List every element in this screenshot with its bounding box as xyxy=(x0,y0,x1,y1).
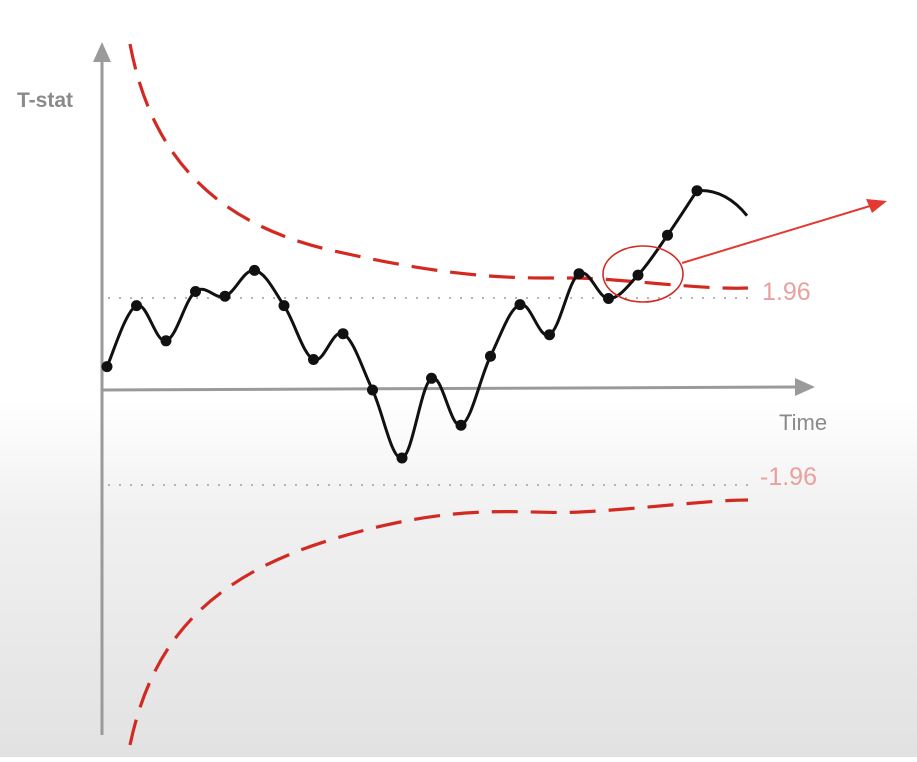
data-point-10 xyxy=(396,452,408,464)
upper-significance-boundary xyxy=(128,43,749,290)
data-point-11 xyxy=(426,372,437,384)
upper-threshold-label: 1.96 xyxy=(762,278,811,306)
crossing-highlight-circle xyxy=(602,245,684,303)
data-point-4 xyxy=(219,290,231,302)
data-point-17 xyxy=(603,293,614,304)
x-axis-arrowhead xyxy=(795,378,815,396)
data-point-9 xyxy=(367,384,378,396)
lower-threshold-label: -1.96 xyxy=(760,463,817,491)
data-point-13 xyxy=(485,350,496,362)
data-point-14 xyxy=(514,299,526,311)
lower-significance-boundary xyxy=(128,498,749,746)
data-point-8 xyxy=(337,328,349,340)
tstat-series-line xyxy=(105,189,749,460)
data-point-19 xyxy=(662,229,673,241)
data-point-5 xyxy=(249,264,260,276)
data-point-20 xyxy=(691,185,703,197)
x-axis-label: Time xyxy=(779,410,827,435)
data-point-12 xyxy=(455,419,467,431)
crossing-arrow-shaft xyxy=(681,205,871,264)
data-point-0 xyxy=(101,361,113,373)
data-point-18 xyxy=(632,269,644,281)
data-point-7 xyxy=(308,354,319,365)
y-axis-label: T-stat xyxy=(17,89,73,112)
x-axis xyxy=(101,385,799,392)
data-point-1 xyxy=(131,300,142,312)
data-point-3 xyxy=(190,286,201,297)
data-point-6 xyxy=(278,300,290,312)
data-point-15 xyxy=(544,329,555,341)
y-axis-arrowhead xyxy=(93,42,111,62)
data-point-2 xyxy=(160,335,172,347)
series-layer xyxy=(101,185,749,464)
crossing-arrowhead xyxy=(866,199,887,213)
data-point-16 xyxy=(573,268,585,280)
